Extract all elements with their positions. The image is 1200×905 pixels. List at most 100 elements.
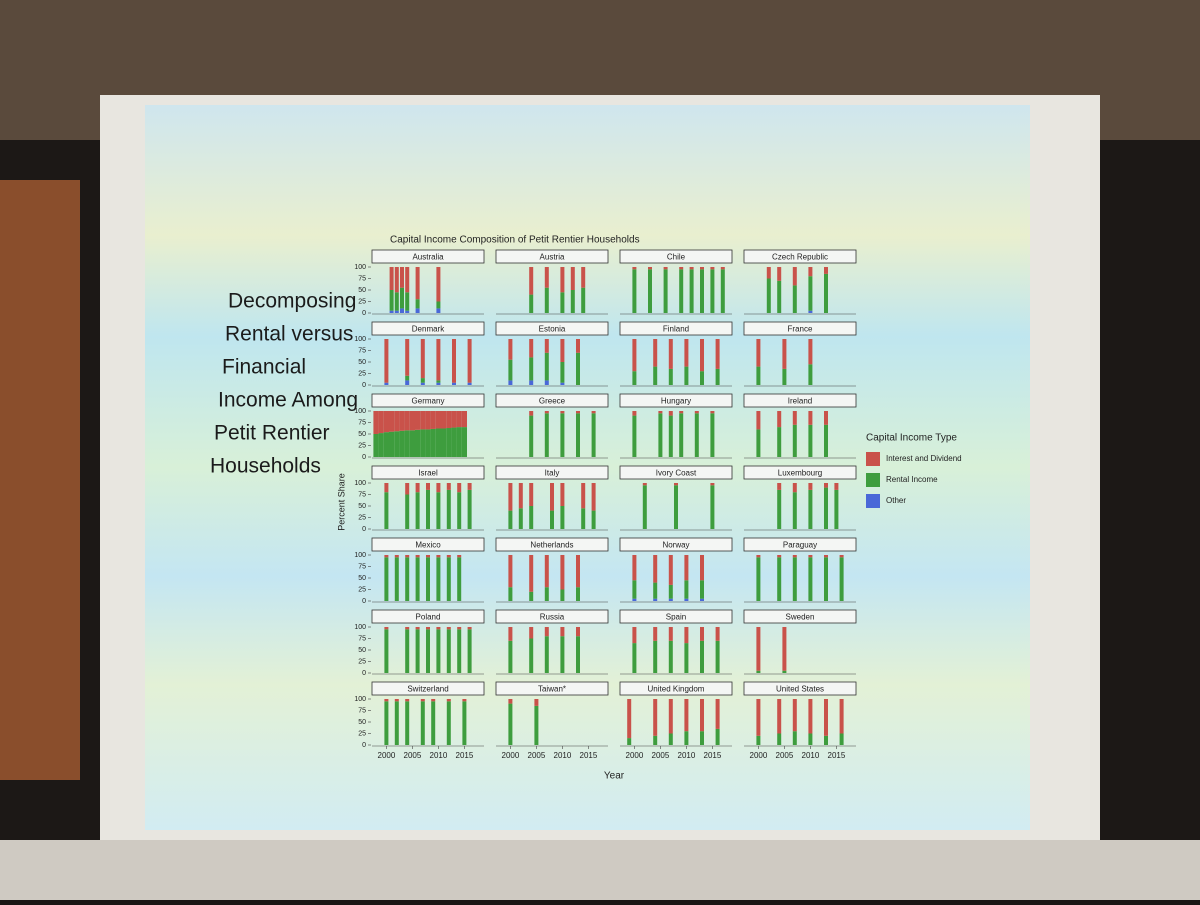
bar-segment	[648, 267, 652, 270]
panel-strip	[619, 681, 733, 696]
bar-segment	[420, 701, 425, 745]
x-axis-label: Year	[604, 771, 625, 782]
panel-strip	[371, 393, 485, 408]
bar-segment	[404, 411, 410, 431]
y-tick-label: 50	[358, 431, 366, 438]
y-tick-label: 75	[358, 635, 366, 642]
bar-segment	[409, 411, 415, 431]
y-tick-label: 25	[358, 442, 366, 449]
panel-strip	[619, 321, 733, 336]
bar-segment	[529, 555, 534, 592]
bar-segment	[405, 627, 410, 630]
bar-segment	[576, 636, 580, 673]
y-tick-label: 50	[358, 575, 366, 582]
heading-line: Petit Rentier	[214, 422, 330, 445]
bar-segment	[834, 483, 839, 490]
y-tick-label: 50	[358, 719, 366, 726]
bar-segment	[839, 699, 844, 734]
bar-segment	[384, 339, 389, 383]
bar-segment	[404, 430, 410, 457]
bar-segment	[766, 267, 771, 279]
y-tick-label: 0	[362, 310, 366, 317]
bar-segment	[663, 269, 668, 313]
bar-segment	[461, 427, 467, 457]
bar-segment	[544, 636, 549, 673]
bar-segment	[777, 699, 782, 734]
bar-segment	[684, 627, 689, 644]
bar-segment	[544, 339, 549, 353]
legend-swatch	[866, 494, 880, 508]
bar-segment	[700, 598, 704, 601]
bar-segment	[632, 598, 637, 601]
panel-title: Czech Republic	[772, 253, 828, 262]
bar-segment	[415, 627, 420, 630]
bar-segment	[824, 487, 828, 529]
bar-segment	[808, 557, 813, 601]
bar-segment	[394, 411, 400, 432]
bar-segment	[415, 267, 420, 300]
bar-segment	[591, 510, 596, 529]
bar-segment	[576, 339, 580, 353]
bar-segment	[756, 366, 761, 385]
bar-segment	[435, 428, 441, 457]
bar-segment	[529, 357, 534, 381]
panel-title: Germany	[412, 397, 445, 406]
bar-segment	[529, 638, 534, 673]
panel-strip	[743, 609, 857, 624]
y-tick-label: 25	[358, 298, 366, 305]
bar-segment	[653, 366, 658, 385]
bar-segment	[668, 555, 673, 585]
bar-segment	[808, 733, 813, 745]
bar-segment	[668, 339, 673, 369]
bar-segment	[684, 731, 689, 745]
bar-segment	[792, 555, 797, 558]
bar-segment	[405, 557, 410, 601]
bar-segment	[508, 555, 513, 588]
bar-segment	[431, 701, 436, 745]
bar-segment	[642, 485, 647, 529]
bar-segment	[441, 428, 447, 457]
bar-segment	[529, 591, 534, 601]
bar-segment	[824, 483, 828, 488]
panel-title: France	[788, 325, 813, 334]
bar-segment	[591, 413, 596, 457]
panel-title: Taiwan*	[538, 685, 566, 694]
panel-strip	[743, 321, 857, 336]
bar-segment	[627, 699, 632, 739]
bar-segment	[591, 483, 596, 511]
bar-segment	[560, 636, 565, 673]
panel-title: Hungary	[661, 397, 691, 406]
bar-segment	[560, 267, 565, 293]
bar-segment	[446, 489, 451, 529]
panel-title: United States	[776, 685, 824, 694]
bar-segment	[544, 380, 549, 385]
panel-title: Poland	[416, 613, 441, 622]
bar-segment	[415, 411, 421, 430]
bar-segment	[394, 699, 399, 702]
bar-segment	[653, 339, 658, 367]
bar-segment	[627, 738, 632, 745]
panel-strip	[743, 537, 857, 552]
panel-title: Ivory Coast	[656, 469, 697, 478]
bar-segment	[456, 411, 462, 428]
panel-strip	[495, 393, 609, 408]
y-tick-label: 25	[358, 370, 366, 377]
bar-segment	[467, 483, 472, 490]
bar-segment	[808, 699, 813, 734]
panel-strip	[371, 681, 485, 696]
bar-segment	[405, 267, 410, 293]
bar-segment	[415, 483, 420, 493]
bar-segment	[529, 483, 534, 506]
bar-segment	[529, 380, 534, 385]
bar-segment	[653, 735, 658, 745]
panel-strip	[495, 321, 609, 336]
y-tick-label: 100	[354, 408, 366, 415]
bar-segment	[581, 483, 586, 509]
x-tick-label: 2015	[828, 751, 846, 760]
bar-segment	[756, 627, 761, 671]
bar-segment	[808, 424, 813, 457]
panel-title: Netherlands	[530, 541, 573, 550]
bar-segment	[674, 485, 678, 529]
legend-label: Rental Income	[886, 475, 938, 484]
panel-strip	[495, 537, 609, 552]
